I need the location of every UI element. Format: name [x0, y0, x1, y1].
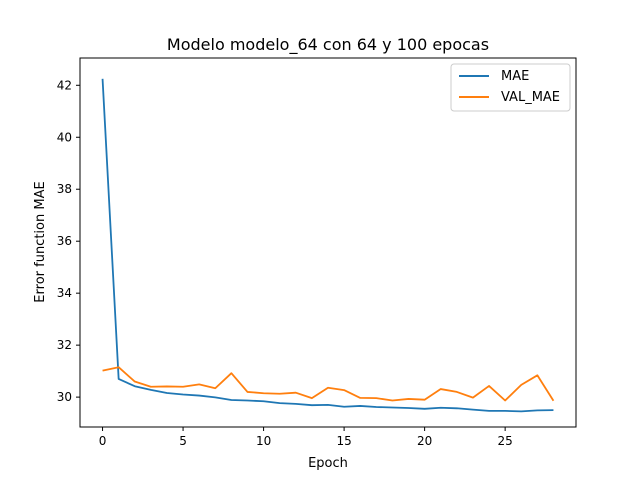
series-layer	[101, 78, 555, 413]
plot-frame	[79, 57, 577, 428]
chart-title: Modelo modelo_64 con 64 y 100 epocas	[167, 35, 489, 55]
legend-label-val-mae: VAL_MAE	[501, 90, 560, 105]
y-tick-label: 40	[57, 130, 72, 144]
y-tick-label: 34	[57, 286, 72, 300]
x-tick-label: 20	[417, 434, 432, 448]
y-tick-label: 30	[57, 390, 72, 404]
series-line-val-mae	[102, 366, 555, 402]
legend: MAE VAL_MAE	[450, 63, 571, 112]
x-axis-label: Epoch	[308, 456, 348, 471]
x-tick-label: 25	[498, 434, 513, 448]
y-tick-label: 32	[57, 338, 72, 352]
y-tick-label: 38	[57, 182, 72, 196]
legend-label-mae: MAE	[501, 69, 529, 84]
y-axis-ticks: 30 32 34 36 38 40 42	[57, 78, 80, 404]
y-axis-label: Error function MAE	[33, 181, 48, 302]
x-tick-label: 15	[336, 434, 351, 448]
x-tick-label: 0	[99, 434, 107, 448]
y-tick-label: 36	[57, 234, 72, 248]
x-tick-label: 10	[256, 434, 271, 448]
x-tick-label: 5	[179, 434, 187, 448]
series-line-mae	[101, 78, 554, 413]
x-axis-ticks: 0 5 10 15 20 25	[99, 427, 513, 448]
y-tick-label: 42	[57, 78, 72, 92]
